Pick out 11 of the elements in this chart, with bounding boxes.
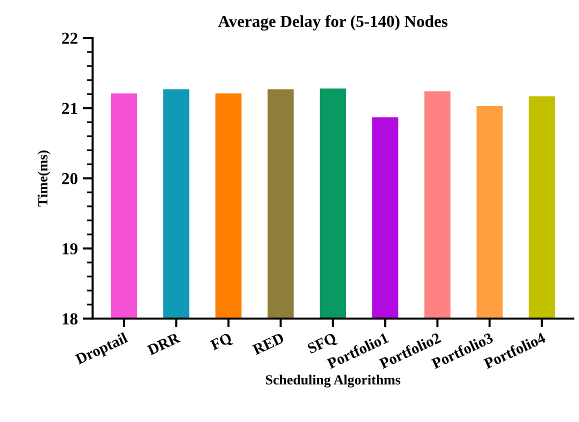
y-tick-label: 20 xyxy=(62,172,78,184)
y-tick-label: 18 xyxy=(62,313,78,325)
y-axis-title: Time(ms) xyxy=(38,150,50,206)
x-axis-title: Scheduling Algorithms xyxy=(266,374,400,388)
chart-title: Average Delay for (5-140) Nodes xyxy=(218,15,448,31)
x-tick-label: DRR xyxy=(146,332,181,356)
y-tick-label: 22 xyxy=(62,32,78,44)
x-tick-label: RED xyxy=(252,332,285,355)
y-tick-label: 19 xyxy=(62,243,78,254)
y-tick-label: 21 xyxy=(62,102,78,114)
x-tick-label: FQ xyxy=(210,332,234,353)
